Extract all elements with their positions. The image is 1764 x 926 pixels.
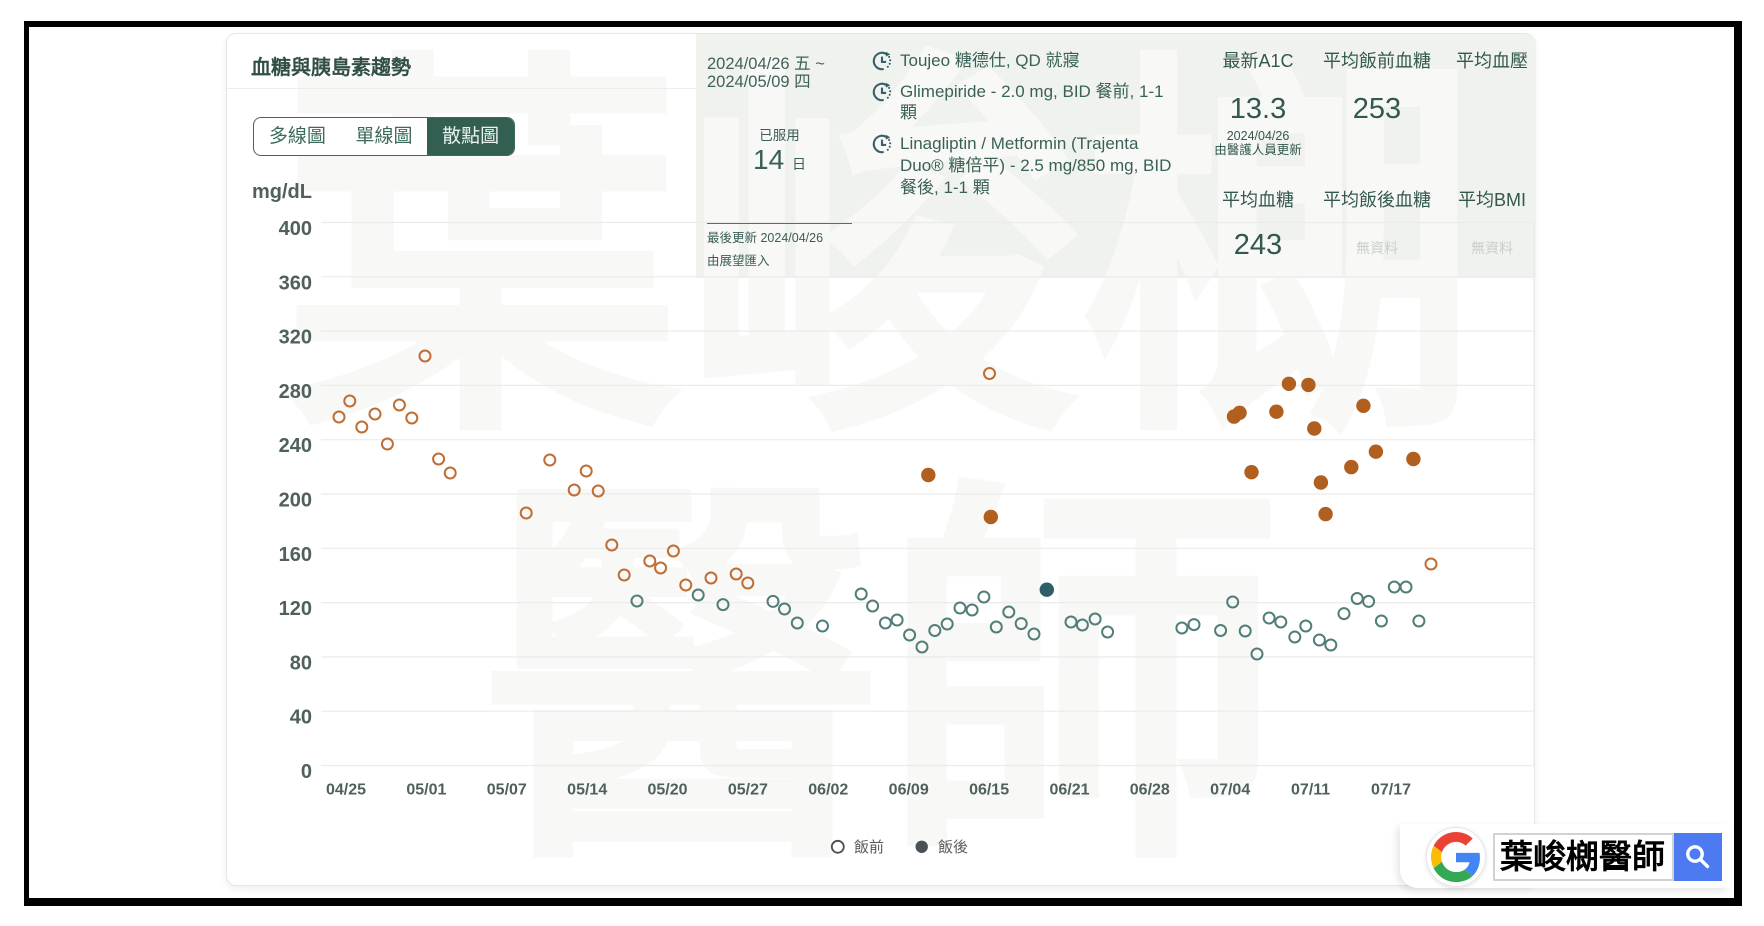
svg-text:06/15: 06/15 bbox=[969, 782, 1009, 799]
svg-text:06/02: 06/02 bbox=[808, 782, 848, 799]
svg-text:06/28: 06/28 bbox=[1130, 782, 1170, 799]
svg-text:04/25: 04/25 bbox=[326, 782, 366, 799]
svg-text:200: 200 bbox=[279, 490, 312, 512]
svg-text:07/04: 07/04 bbox=[1210, 782, 1250, 799]
svg-text:05/07: 05/07 bbox=[487, 782, 527, 799]
svg-text:360: 360 bbox=[279, 272, 312, 294]
svg-text:05/27: 05/27 bbox=[728, 782, 768, 799]
svg-text:0: 0 bbox=[301, 761, 312, 783]
svg-text:120: 120 bbox=[279, 598, 312, 620]
svg-text:07/17: 07/17 bbox=[1371, 782, 1411, 799]
svg-text:飯後: 飯後 bbox=[938, 839, 968, 856]
svg-text:40: 40 bbox=[290, 707, 312, 729]
svg-text:07/11: 07/11 bbox=[1291, 782, 1330, 799]
svg-text:06/21: 06/21 bbox=[1049, 782, 1089, 799]
svg-text:05/14: 05/14 bbox=[567, 782, 607, 799]
svg-text:80: 80 bbox=[290, 652, 312, 674]
svg-text:240: 240 bbox=[279, 435, 312, 457]
svg-text:06/09: 06/09 bbox=[889, 782, 929, 799]
svg-text:飯前: 飯前 bbox=[854, 839, 884, 856]
svg-text:05/01: 05/01 bbox=[406, 782, 446, 799]
svg-text:05/20: 05/20 bbox=[647, 782, 687, 799]
svg-text:400: 400 bbox=[279, 218, 312, 240]
svg-text:160: 160 bbox=[279, 544, 312, 566]
svg-text:280: 280 bbox=[279, 381, 312, 403]
svg-text:320: 320 bbox=[279, 327, 312, 349]
